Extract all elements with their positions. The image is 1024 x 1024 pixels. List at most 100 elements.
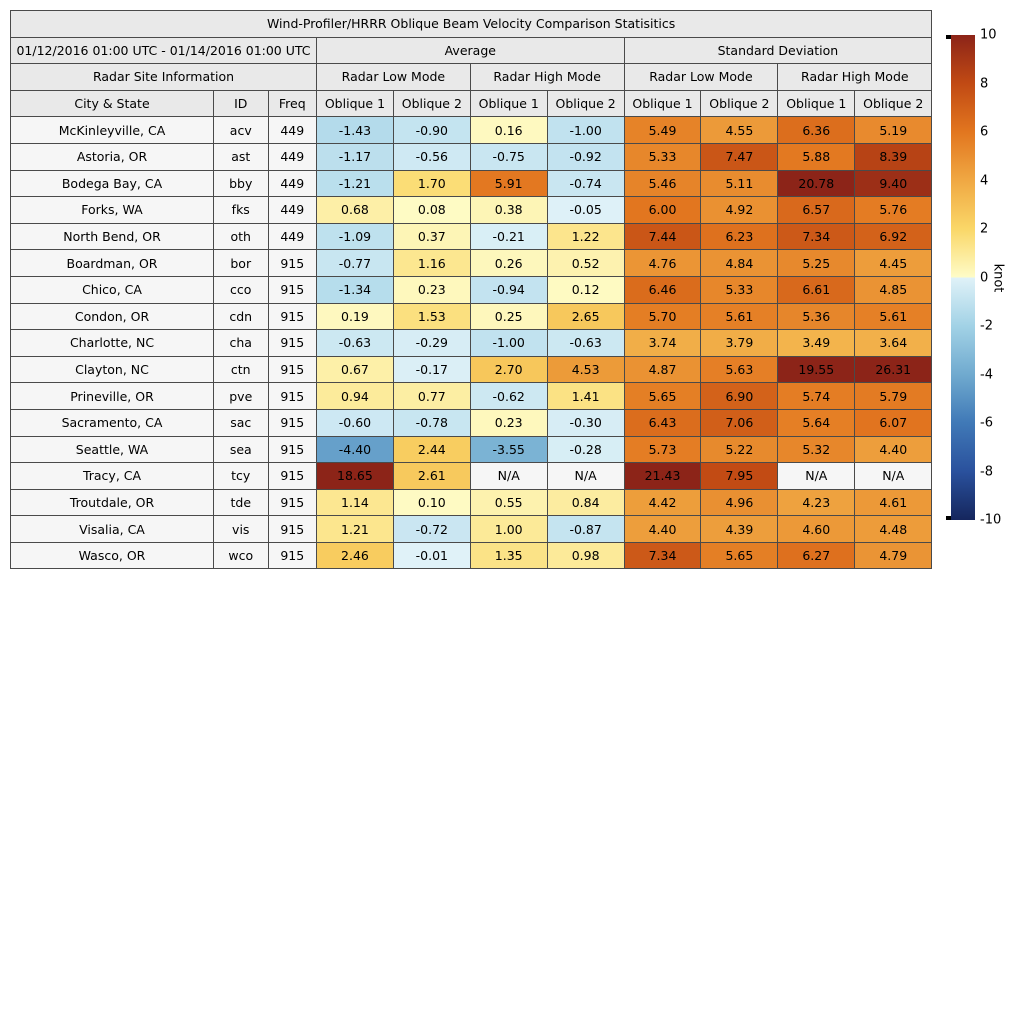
stats-table: Wind-Profiler/HRRR Oblique Beam Velocity… (9, 10, 933, 570)
value-cell: -0.87 (546, 515, 625, 543)
column-header-oblique: Oblique 1 (316, 89, 394, 118)
value-cell: -1.00 (546, 116, 625, 144)
value-cell: 1.14 (316, 488, 394, 517)
colorbar-tick-label: 4 (980, 173, 989, 188)
value-cell: -0.56 (392, 142, 471, 171)
value-cell: 0.10 (392, 488, 471, 517)
value-cell: -0.63 (316, 329, 394, 357)
value-cell: 1.22 (546, 222, 625, 251)
value-cell: 0.55 (469, 488, 548, 517)
id-cell: cdn (213, 302, 269, 331)
colorbar-tick-label: 6 (980, 124, 989, 140)
value-cell: 4.85 (854, 275, 933, 304)
city-cell: Prineville, OR (10, 382, 214, 410)
value-cell: 6.46 (623, 275, 702, 304)
value-cell: 0.84 (546, 488, 625, 517)
value-cell: 5.19 (854, 116, 933, 144)
city-cell: North Bend, OR (10, 222, 214, 251)
colorbar: 10 8 6 4 2 0 -2 -4 -6 -8 -10 knot (946, 29, 1006, 527)
freq-cell: 915 (267, 275, 317, 304)
value-cell: 4.79 (854, 541, 933, 570)
value-cell: 4.40 (854, 435, 933, 464)
value-cell: -1.34 (316, 275, 394, 304)
value-cell: 5.22 (700, 435, 779, 464)
value-cell: 5.61 (854, 302, 933, 331)
value-cell: 4.23 (777, 488, 856, 517)
value-cell: 21.43 (623, 462, 702, 490)
value-cell: 1.70 (392, 169, 471, 198)
table-row: Forks, WA fks 449 0.68 0.08 0.38 -0.05 6.00 4.92… (10, 196, 933, 224)
value-cell: -0.60 (316, 408, 394, 437)
city-cell: Bodega Bay, CA (10, 169, 214, 198)
value-cell: 5.76 (854, 196, 933, 224)
city-cell: Tracy, CA (10, 462, 214, 490)
value-cell: 1.16 (392, 249, 471, 277)
value-cell: 7.06 (700, 408, 779, 437)
value-cell: -0.30 (546, 408, 625, 437)
colorbar-tick-label: -6 (980, 415, 993, 431)
value-cell: 5.25 (777, 249, 856, 277)
value-cell: 1.53 (392, 302, 471, 331)
date-range: 01/12/2016 01:00 UTC - 01/14/2016 01:00 … (10, 36, 317, 65)
freq-cell: 915 (267, 462, 317, 490)
value-cell: 5.73 (623, 435, 702, 464)
id-cell: ast (213, 142, 269, 171)
value-cell: 1.00 (469, 515, 548, 543)
value-cell: 0.19 (316, 302, 394, 331)
value-cell: 5.64 (777, 408, 856, 437)
value-cell: 6.57 (777, 196, 856, 224)
value-cell: 0.26 (469, 249, 548, 277)
id-cell: tcy (213, 462, 269, 490)
value-cell: 3.49 (777, 329, 856, 357)
table-title: Wind-Profiler/HRRR Oblique Beam Velocity… (9, 10, 933, 38)
value-cell: -0.21 (469, 222, 548, 251)
mode-header-sd-high: Radar High Mode (777, 63, 933, 91)
value-cell: 0.23 (469, 408, 548, 437)
column-header-oblique: Oblique 1 (777, 89, 856, 118)
value-cell: -4.40 (316, 435, 394, 464)
value-cell: -1.17 (316, 142, 394, 171)
city-cell: Wasco, OR (10, 541, 214, 570)
table-row: Prineville, OR pve 915 0.94 0.77 -0.62 1.41 5.6… (10, 382, 933, 410)
freq-cell: 449 (267, 222, 317, 251)
value-cell: 0.77 (392, 382, 471, 410)
value-cell: 6.00 (623, 196, 702, 224)
value-cell: 0.98 (546, 541, 625, 570)
colorbar-tick-label: -4 (980, 367, 993, 382)
table-row: Condon, OR cdn 915 0.19 1.53 0.25 2.65 5.70 5.61… (10, 302, 933, 331)
value-cell: 2.61 (392, 462, 471, 490)
value-cell: 7.34 (623, 541, 702, 570)
city-cell: Boardman, OR (10, 249, 214, 277)
value-cell: 0.68 (316, 196, 394, 224)
colorbar-unit-label: knot (990, 263, 1006, 292)
value-cell: -0.90 (392, 116, 471, 144)
value-cell: 5.61 (700, 302, 779, 331)
column-header-id: ID (213, 89, 269, 118)
value-cell: 6.07 (854, 408, 933, 437)
column-header-city: City & State (10, 89, 214, 118)
value-cell: 0.52 (546, 249, 625, 277)
value-cell: 4.53 (546, 355, 625, 384)
value-cell: N/A (777, 462, 856, 490)
value-cell: -0.62 (469, 382, 548, 410)
table-row: Wasco, OR wco 915 2.46 -0.01 1.35 0.98 7.34 5.65… (10, 541, 933, 570)
value-cell: -0.75 (469, 142, 548, 171)
value-cell: 0.25 (469, 302, 548, 331)
value-cell: 20.78 (777, 169, 856, 198)
value-cell: 6.36 (777, 116, 856, 144)
value-cell: 4.55 (700, 116, 779, 144)
value-cell: 2.46 (316, 541, 394, 570)
city-cell: Charlotte, NC (10, 329, 214, 357)
table-row: Sacramento, CA sac 915 -0.60 -0.78 0.23 -0.30 6… (10, 408, 933, 437)
value-cell: 5.65 (700, 541, 779, 570)
city-cell: Clayton, NC (10, 355, 214, 384)
freq-cell: 915 (267, 541, 317, 570)
value-cell: 5.79 (854, 382, 933, 410)
value-cell: 2.65 (546, 302, 625, 331)
column-header-row: City & State ID Freq Oblique 1 Oblique 2… (10, 89, 933, 118)
mode-header-sd-low: Radar Low Mode (623, 63, 779, 91)
city-cell: McKinleyville, CA (10, 116, 214, 144)
value-cell: 5.32 (777, 435, 856, 464)
value-cell: 5.36 (777, 302, 856, 331)
column-header-oblique: Oblique 1 (623, 89, 702, 118)
